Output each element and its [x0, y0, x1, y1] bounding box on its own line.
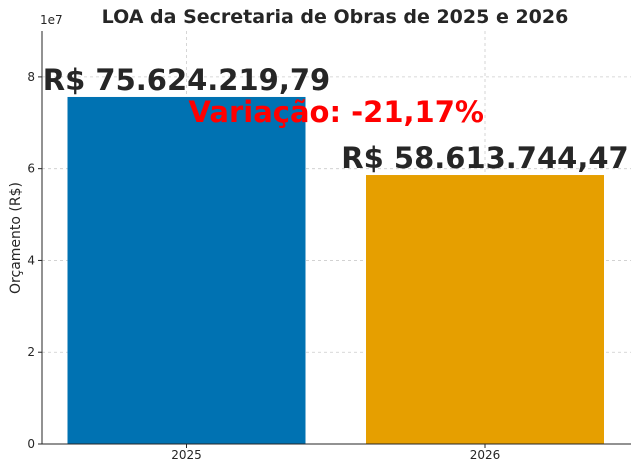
bar-2025 [67, 96, 306, 444]
bar-value-label: R$ 58.613.744,47 [341, 141, 628, 175]
y-tick-label: 8 [27, 70, 35, 84]
y-tick-label: 4 [27, 253, 35, 267]
y-tick-label: 6 [27, 162, 35, 176]
chart-title: LOA da Secretaria de Obras de 2025 e 202… [102, 6, 569, 28]
axes [38, 31, 631, 448]
y-tick-label: 0 [27, 437, 35, 451]
y-axis-offset-label: 1e7 [40, 13, 63, 27]
x-tick-label: 2026 [470, 448, 501, 462]
bar-2026 [366, 175, 604, 444]
bar-value-label: R$ 75.624.219,79 [43, 63, 330, 97]
x-tick-label: 2025 [171, 448, 202, 462]
labels: 0 2 4 6 8 2025 2026 R$ 75.624.219,79 R$ 58.613.7… [27, 63, 628, 462]
y-tick-label: 2 [27, 345, 35, 359]
variation-annotation: Variação: -21,17% [189, 95, 484, 129]
y-axis-label: Orçamento (R$) [8, 182, 24, 294]
bars [67, 96, 604, 444]
